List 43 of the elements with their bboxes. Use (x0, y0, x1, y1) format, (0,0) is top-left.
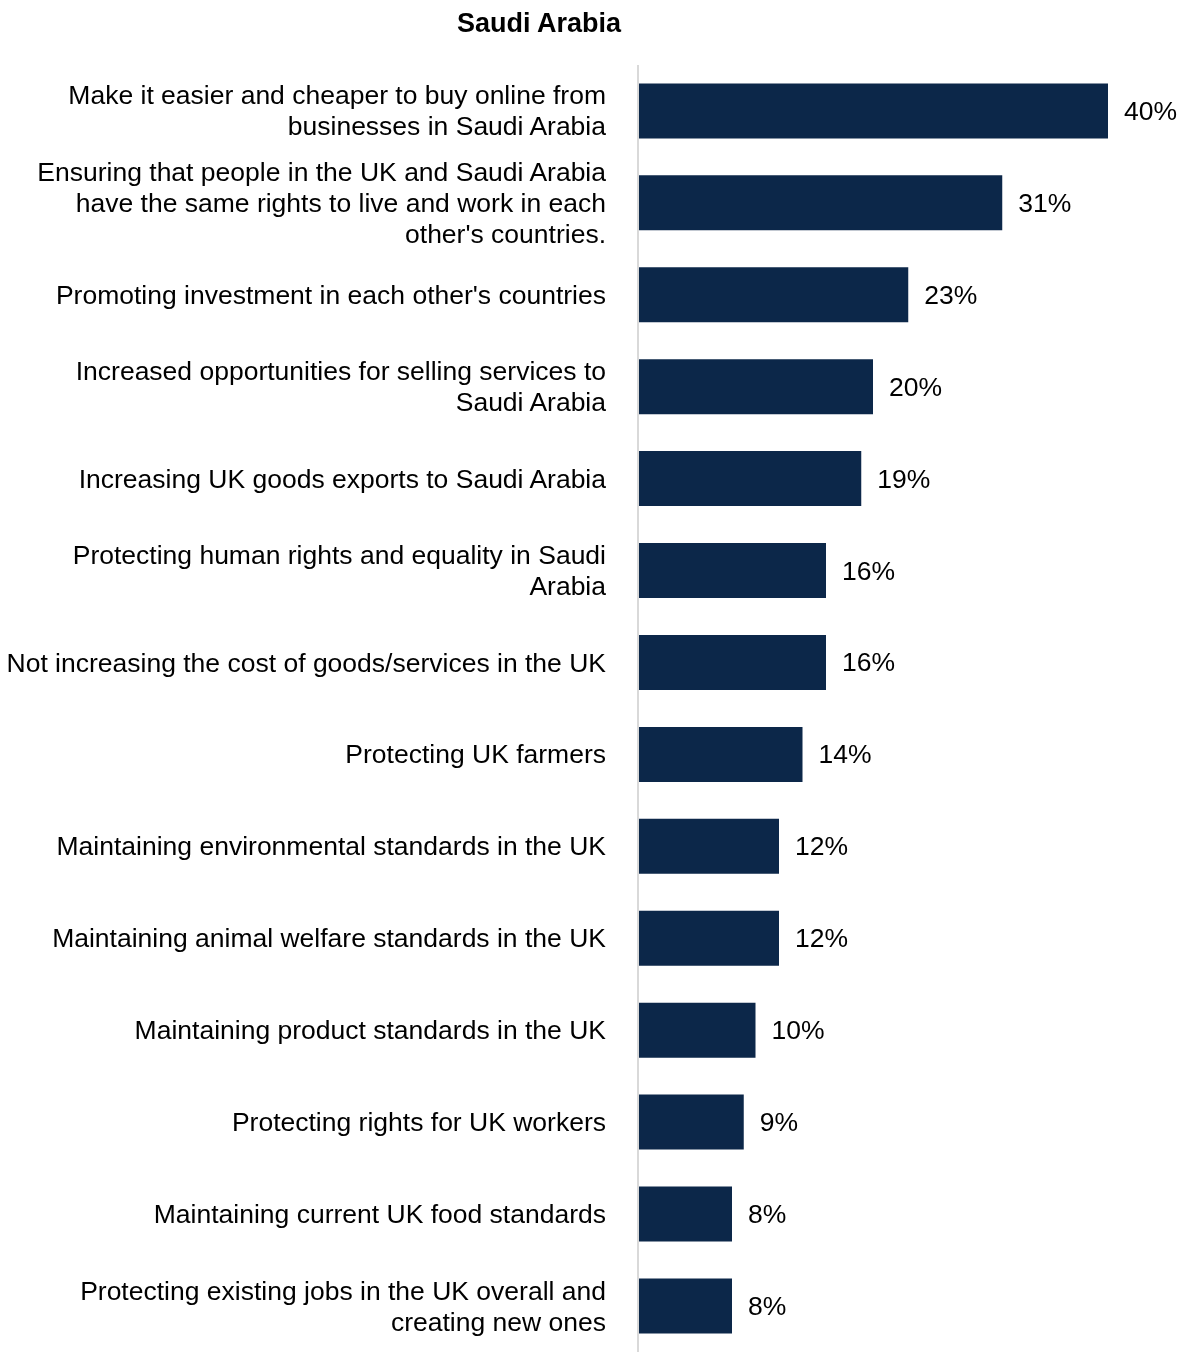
y-tick-label: Maintaining animal welfare standards in the UK (52, 923, 607, 954)
data-label: 16% (842, 555, 896, 586)
data-label: 8% (748, 1290, 787, 1321)
y-tick-label: Protecting human rights and equality in Saudi Arabia (72, 540, 607, 602)
bar (638, 359, 873, 415)
y-tick-label: Maintaining environmental standards in the UK (56, 831, 607, 862)
y-tick-label: Protecting existing jobs in the UK overall and creating new ones (80, 1275, 606, 1337)
chart-title: Saudi Arabia (455, 8, 623, 39)
y-tick-label: Protecting UK farmers (345, 739, 606, 770)
y-tick-label: Ensuring that people in the UK and Saudi Arabia have the same rights to live and work in each other's countries. (37, 156, 607, 249)
data-label: 40% (1124, 95, 1178, 126)
data-label: 23% (924, 279, 978, 310)
bar (638, 726, 803, 782)
data-label: 16% (842, 647, 896, 678)
data-label: 8% (748, 1199, 787, 1230)
bar (638, 1094, 744, 1150)
data-label: 9% (759, 1107, 799, 1138)
bar (638, 267, 909, 323)
bar (638, 543, 826, 599)
bar (638, 910, 779, 966)
y-tick-label: Make it easier and cheaper to buy online from businesses in Saudi Arabia (68, 80, 607, 142)
y-tick-label: Increased opportunities for selling services to Saudi Arabia (75, 356, 607, 418)
y-tick-label: Maintaining product standards in the UK (134, 1015, 607, 1046)
y-tick-label: Protecting rights for UK workers (231, 1107, 606, 1138)
data-label: 12% (795, 831, 849, 862)
data-label: 31% (1018, 187, 1072, 218)
y-tick-label: Promoting investment in each other's countries (55, 279, 606, 310)
bar (638, 451, 862, 507)
bar (638, 175, 1003, 231)
data-label: 20% (889, 371, 943, 402)
bar (638, 818, 779, 874)
bar (638, 1278, 732, 1334)
data-label: 12% (795, 923, 849, 954)
bar (638, 634, 826, 690)
bar (638, 83, 1108, 139)
data-label: 14% (818, 739, 872, 770)
data-label: 19% (877, 463, 931, 494)
y-tick-label: Maintaining current UK food standards (153, 1199, 606, 1230)
bar (638, 1002, 756, 1058)
bar (638, 1186, 732, 1242)
y-tick-label: Not increasing the cost of goods/services in the UK (6, 647, 607, 678)
data-label: 10% (771, 1015, 825, 1046)
y-tick-label: Increasing UK goods exports to Saudi Arabia (78, 463, 607, 494)
